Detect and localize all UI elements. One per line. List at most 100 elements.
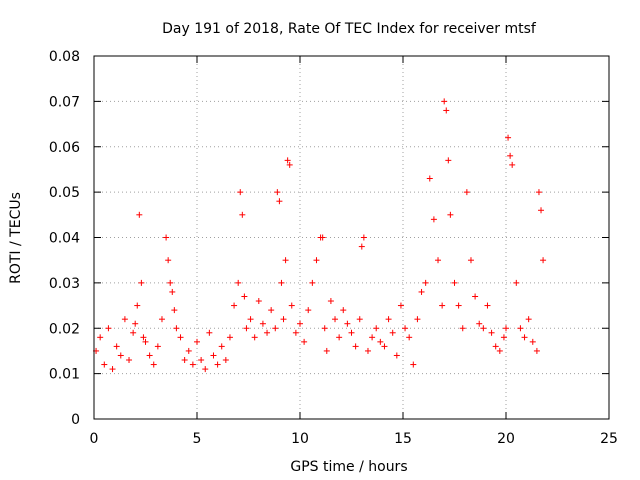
data-point [451,279,458,286]
data-point [264,329,271,336]
data-point [146,352,153,359]
data-point [140,334,147,341]
data-point [177,334,184,341]
data-point [309,279,316,286]
x-tick-label: 25 [600,431,618,447]
data-point [513,279,520,286]
data-point [268,307,275,314]
data-point [332,316,339,323]
data-point [385,316,392,323]
y-tick-label: 0.03 [49,276,80,292]
x-tick-label: 0 [90,431,99,447]
data-point [138,279,145,286]
data-point [255,298,262,305]
data-point [393,352,400,359]
data-point [488,329,495,336]
data-point [274,189,281,196]
data-point [210,352,217,359]
data-point [364,347,371,354]
data-point [132,320,139,327]
data-point [321,325,328,332]
data-point [492,343,499,350]
data-point [447,211,454,218]
data-point [142,338,149,345]
data-point [282,257,289,264]
data-point [422,279,429,286]
data-point [360,234,367,241]
data-point [222,357,229,364]
chart-title: Day 191 of 2018, Rate Of TEC Index for r… [162,21,537,37]
y-tick-label: 0 [71,412,80,428]
data-point [189,361,196,368]
y-tick-label: 0.02 [49,321,80,337]
x-tick-label: 5 [193,431,202,447]
data-point [540,257,547,264]
data-point [463,189,470,196]
data-point [243,325,250,332]
data-point [134,302,141,309]
data-point [358,243,365,250]
data-points [93,98,547,373]
data-point [241,293,248,300]
data-point [344,320,351,327]
data-point [517,325,524,332]
y-tick-label: 0.06 [49,140,80,156]
data-point [247,316,254,323]
data-point [369,334,376,341]
data-point [231,302,238,309]
data-point [496,347,503,354]
data-point [169,288,176,295]
data-point [313,257,320,264]
data-point [476,320,483,327]
data-point [467,257,474,264]
data-point [288,302,295,309]
data-point [109,366,116,373]
data-point [406,334,413,341]
data-point [336,334,343,341]
data-point [356,316,363,323]
data-point [194,338,200,345]
data-point [181,357,188,364]
data-point [381,343,388,350]
data-point [239,211,246,218]
data-point [327,298,334,305]
data-point [521,334,528,341]
data-point [418,288,425,295]
y-tick-label: 0.05 [49,185,80,201]
data-point [158,316,165,323]
data-point [202,366,209,373]
y-tick-label: 0.08 [49,49,80,65]
data-point [163,234,170,241]
data-point [397,302,404,309]
data-point [214,361,221,368]
data-point [455,302,462,309]
data-point [121,316,128,323]
data-point [130,329,137,336]
data-point [198,357,205,364]
data-point [206,329,213,336]
y-tick-label: 0.07 [49,94,80,110]
data-point [126,357,133,364]
x-tick-label: 15 [394,431,412,447]
data-point [529,338,536,345]
data-point [278,279,285,286]
data-point [251,334,258,341]
data-point [410,361,417,368]
grid-lines [94,56,609,419]
data-point [235,279,242,286]
data-point [352,343,359,350]
data-point [286,161,293,168]
data-point [272,325,279,332]
data-point [389,329,396,336]
data-point [237,189,244,196]
data-point [533,347,540,354]
data-point [439,302,446,309]
data-point [259,320,266,327]
data-point [500,334,507,341]
x-tick-label: 10 [291,431,309,447]
data-point [373,325,380,332]
data-point [185,347,192,354]
data-point [472,293,479,300]
